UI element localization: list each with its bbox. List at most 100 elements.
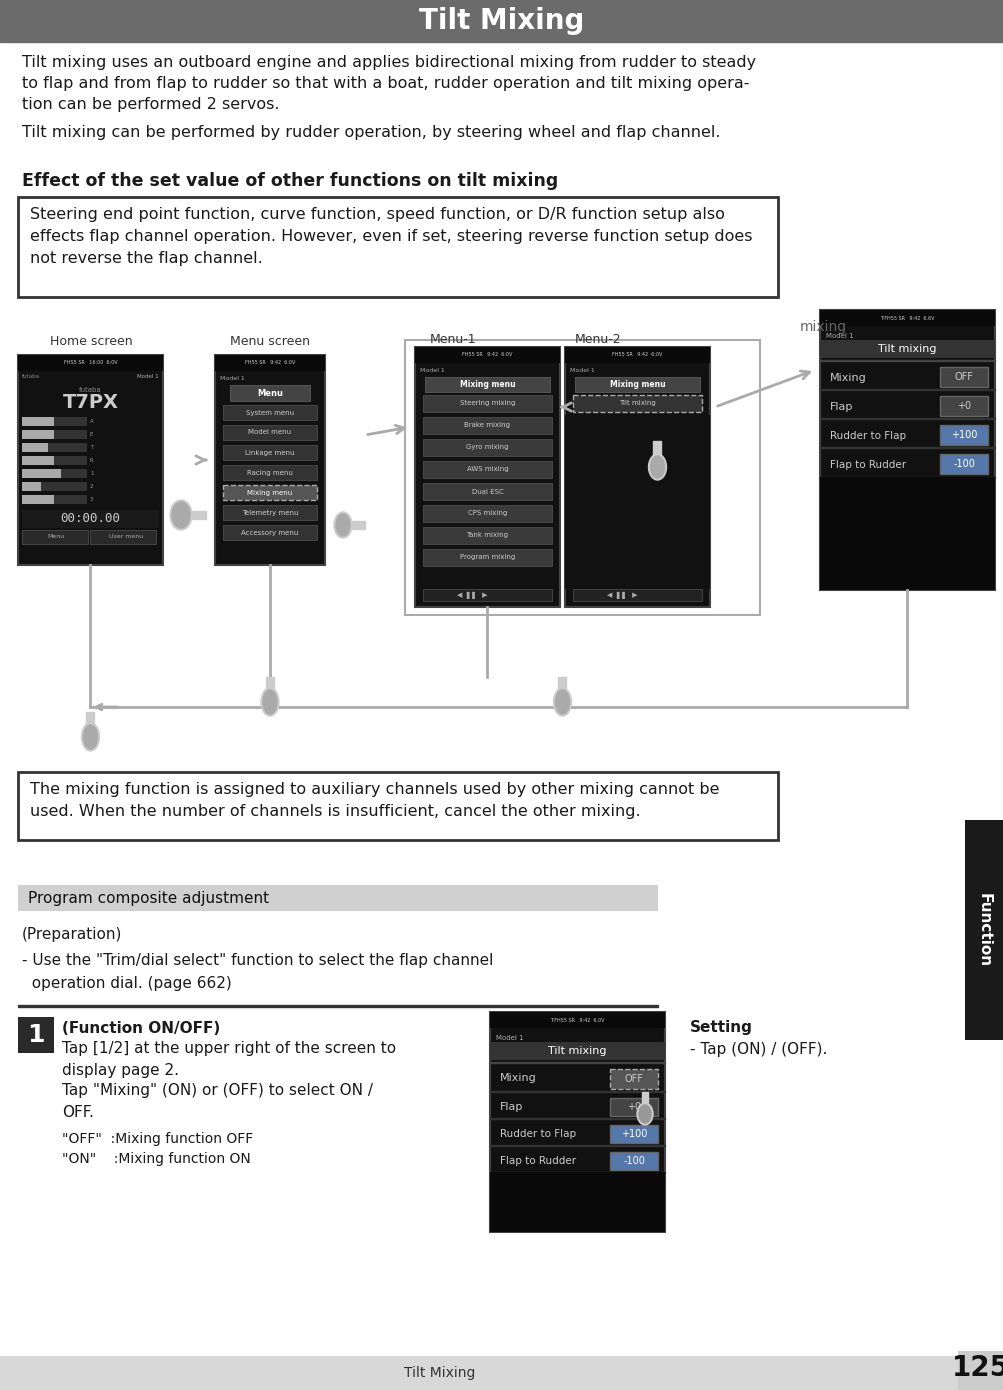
Bar xyxy=(22,430,54,439)
Bar xyxy=(558,677,566,699)
Text: Menu screen: Menu screen xyxy=(230,335,310,348)
Text: Program mixing: Program mixing xyxy=(459,555,515,560)
Text: -100: -100 xyxy=(623,1156,644,1166)
Ellipse shape xyxy=(83,726,97,749)
Text: 1: 1 xyxy=(90,471,93,475)
Ellipse shape xyxy=(638,1105,650,1123)
Ellipse shape xyxy=(263,689,277,714)
Text: 1: 1 xyxy=(27,1023,45,1047)
Bar xyxy=(653,441,661,461)
Text: FH55 SR   9:42  6:0V: FH55 SR 9:42 6:0V xyxy=(461,353,513,357)
Bar xyxy=(223,445,317,460)
Text: Function: Function xyxy=(976,892,991,967)
Text: E: E xyxy=(90,432,93,436)
Bar xyxy=(610,1098,657,1116)
Text: Rudder to Flap: Rudder to Flap xyxy=(499,1129,576,1138)
Ellipse shape xyxy=(553,688,571,716)
Bar xyxy=(414,348,560,363)
Bar xyxy=(90,530,155,543)
Bar xyxy=(215,354,325,564)
Bar xyxy=(819,310,994,589)
Text: OFF: OFF xyxy=(624,1074,643,1084)
Bar xyxy=(819,477,994,589)
Bar xyxy=(18,197,777,297)
Bar xyxy=(424,377,550,392)
Ellipse shape xyxy=(555,689,569,714)
Text: display page 2.: display page 2. xyxy=(62,1063,179,1079)
Bar xyxy=(422,505,552,523)
Bar xyxy=(0,0,1003,42)
Bar xyxy=(22,530,88,543)
Text: Tilt mixing uses an outboard engine and applies bidirectional mixing from rudder: Tilt mixing uses an outboard engine and … xyxy=(22,56,755,113)
Text: R: R xyxy=(90,457,93,463)
Bar xyxy=(223,404,317,420)
Text: mixing: mixing xyxy=(799,320,847,334)
Bar xyxy=(422,395,552,411)
Text: Model 1: Model 1 xyxy=(220,377,245,381)
Text: +100: +100 xyxy=(950,430,976,441)
Bar xyxy=(565,348,709,363)
Bar xyxy=(819,310,994,327)
Text: T: T xyxy=(90,445,93,450)
Bar xyxy=(610,1069,657,1088)
Text: - Use the "Trim/dial select" function to select the flap channel: - Use the "Trim/dial select" function to… xyxy=(22,954,492,967)
Bar xyxy=(939,425,987,445)
Bar xyxy=(489,1172,664,1232)
Ellipse shape xyxy=(170,500,192,530)
Text: "ON"    :Mixing function ON: "ON" :Mixing function ON xyxy=(62,1152,251,1166)
Ellipse shape xyxy=(334,512,352,538)
Text: - Tap (ON) / (OFF).: - Tap (ON) / (OFF). xyxy=(689,1042,826,1056)
Bar xyxy=(223,525,317,539)
Bar xyxy=(266,677,274,699)
Bar xyxy=(414,348,560,607)
Text: Flap: Flap xyxy=(829,402,853,411)
Bar xyxy=(575,377,699,392)
Text: Telemetry menu: Telemetry menu xyxy=(242,510,298,516)
Bar xyxy=(610,1125,657,1143)
Text: ◀  ▌▌  ▶: ◀ ▌▌ ▶ xyxy=(456,591,487,599)
Bar xyxy=(22,482,41,491)
Text: System menu: System menu xyxy=(246,410,294,416)
Bar xyxy=(422,461,552,478)
Text: Model 1: Model 1 xyxy=(419,368,444,374)
Bar xyxy=(422,482,552,500)
Bar xyxy=(22,456,87,466)
Bar xyxy=(230,385,310,400)
Text: Tilt mixing: Tilt mixing xyxy=(548,1047,606,1056)
Text: CPS mixing: CPS mixing xyxy=(467,510,507,517)
Bar xyxy=(215,354,325,371)
Text: Tap "Mixing" (ON) or (OFF) to select ON /: Tap "Mixing" (ON) or (OFF) to select ON … xyxy=(62,1083,373,1098)
Text: Mixing menu: Mixing menu xyxy=(247,489,292,495)
Bar xyxy=(565,416,709,589)
Bar xyxy=(964,820,1003,1040)
Text: Tilt mixing: Tilt mixing xyxy=(619,400,655,406)
Text: 125: 125 xyxy=(951,1354,1003,1382)
Bar xyxy=(186,512,206,518)
Text: User menu: User menu xyxy=(108,535,143,539)
Text: ◀  ▌▌  ▶: ◀ ▌▌ ▶ xyxy=(607,591,637,599)
Ellipse shape xyxy=(261,688,279,716)
Bar xyxy=(404,341,759,614)
Bar xyxy=(18,354,162,564)
Bar xyxy=(489,1012,664,1029)
Text: FH55 SR   9:42  6:0V: FH55 SR 9:42 6:0V xyxy=(245,360,295,366)
Ellipse shape xyxy=(636,1104,652,1125)
Ellipse shape xyxy=(172,502,190,528)
Text: operation dial. (page 662): operation dial. (page 662) xyxy=(22,976,232,991)
Text: Flap to Rudder: Flap to Rudder xyxy=(829,460,906,470)
Text: Model 1: Model 1 xyxy=(137,374,158,379)
Bar xyxy=(18,1017,54,1054)
Bar xyxy=(223,466,317,480)
Bar xyxy=(610,1152,657,1170)
Text: +100: +100 xyxy=(620,1129,647,1138)
Bar xyxy=(22,443,48,452)
Text: Tilt Mixing: Tilt Mixing xyxy=(419,7,584,35)
Text: +0: +0 xyxy=(626,1102,641,1112)
Text: T-FH55 SR   9:42  6.6V: T-FH55 SR 9:42 6.6V xyxy=(880,316,934,321)
Bar xyxy=(939,455,987,474)
Bar xyxy=(489,1012,664,1232)
Bar xyxy=(22,417,87,425)
Text: T-FH55 SR   9:42  6.0V: T-FH55 SR 9:42 6.0V xyxy=(550,1017,604,1023)
Ellipse shape xyxy=(336,514,350,537)
Bar xyxy=(22,417,54,425)
